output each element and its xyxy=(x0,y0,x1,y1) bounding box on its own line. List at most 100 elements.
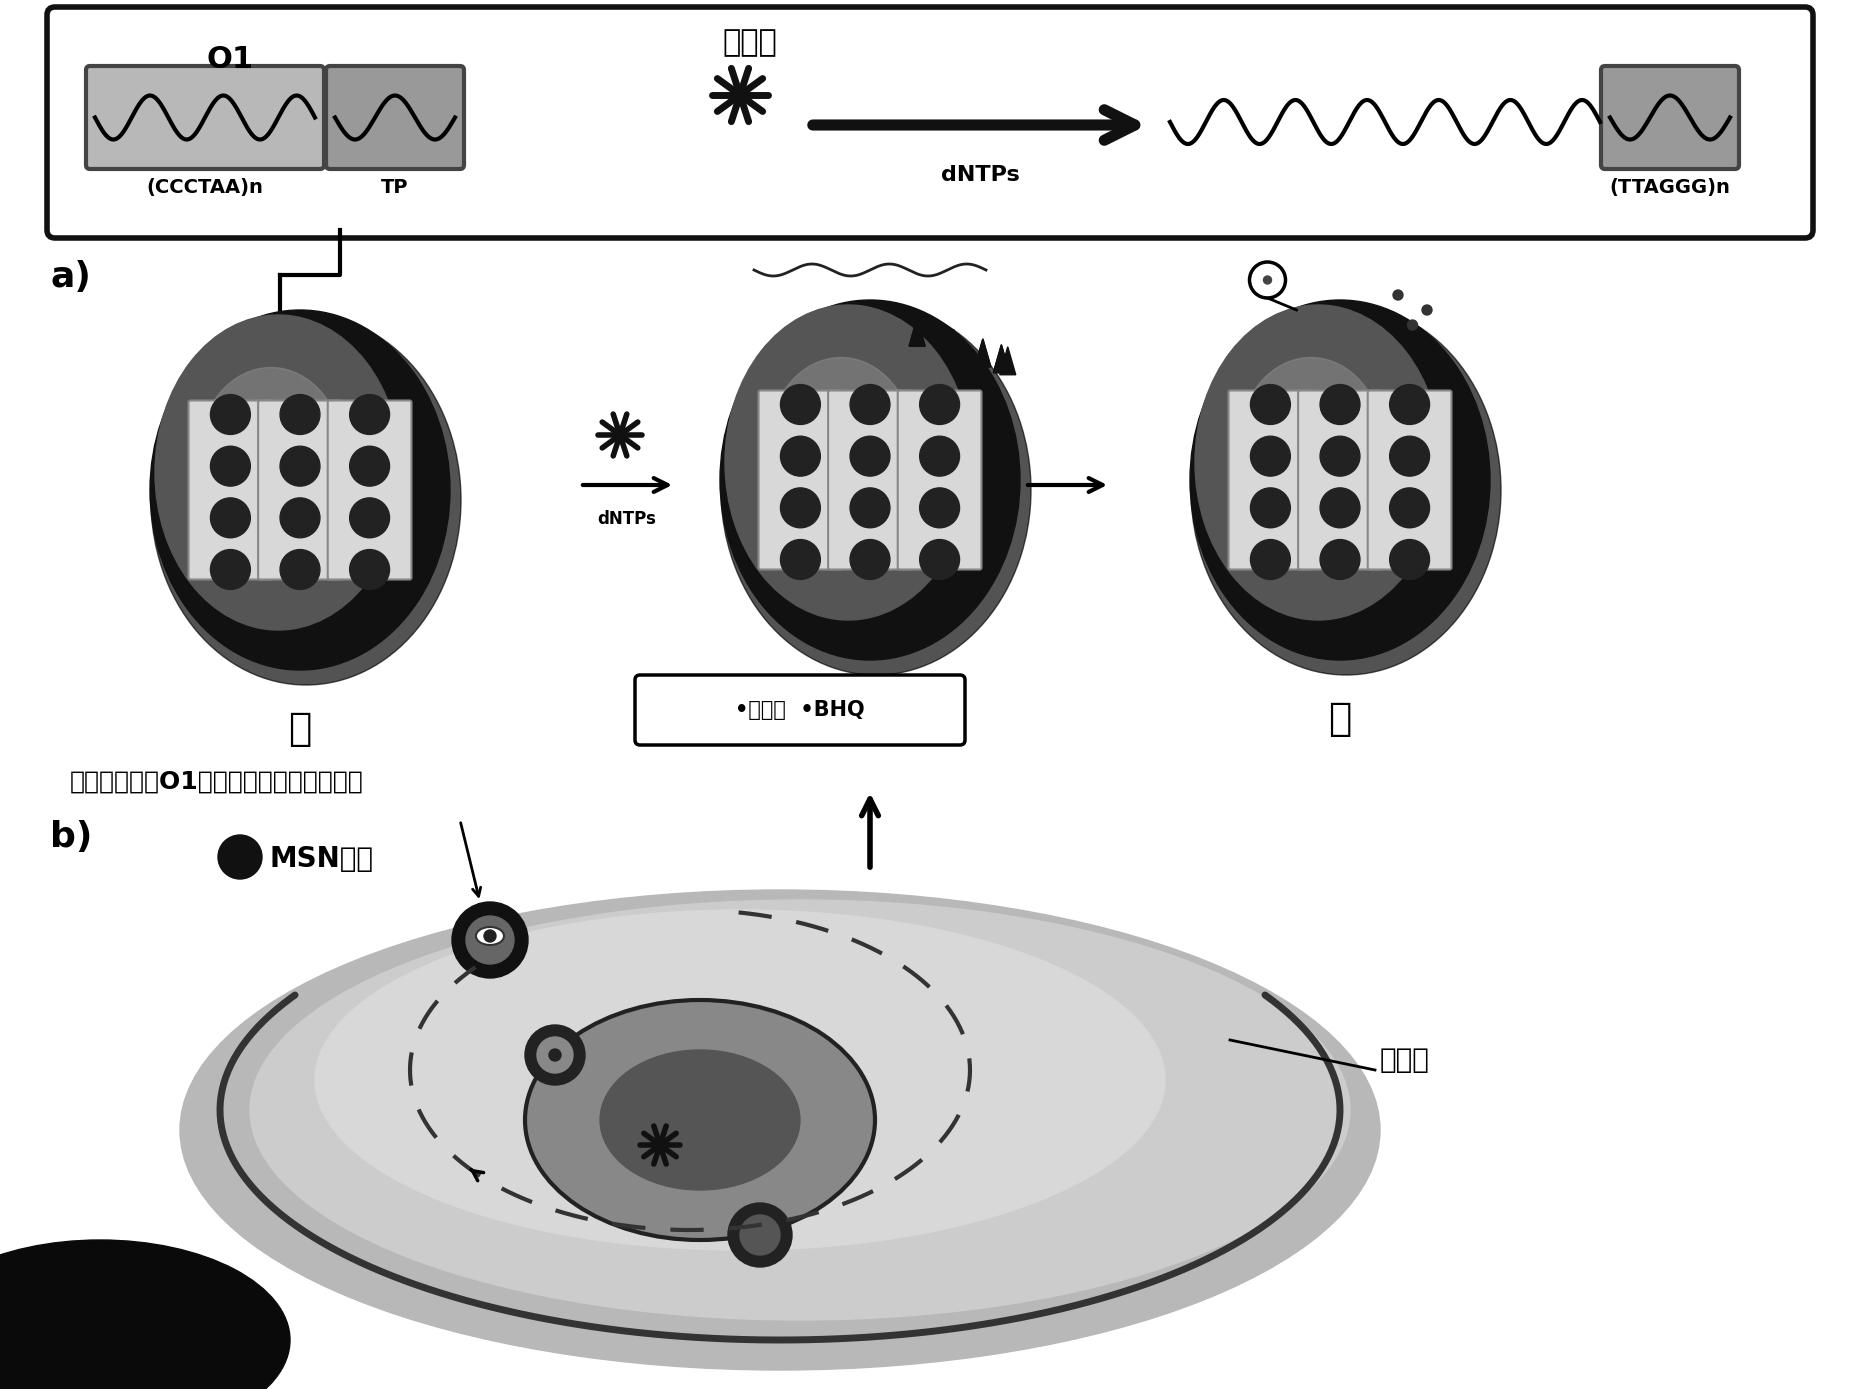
Circle shape xyxy=(780,385,821,425)
Circle shape xyxy=(349,550,390,589)
Circle shape xyxy=(280,550,319,589)
FancyBboxPatch shape xyxy=(188,400,272,579)
Circle shape xyxy=(1394,290,1403,300)
Text: 细胞膜: 细胞膜 xyxy=(1381,1046,1429,1074)
FancyBboxPatch shape xyxy=(829,390,912,569)
Circle shape xyxy=(920,488,959,528)
Text: b): b) xyxy=(50,820,93,854)
Polygon shape xyxy=(974,339,991,367)
Circle shape xyxy=(1250,263,1286,299)
Text: 关: 关 xyxy=(289,710,312,749)
Circle shape xyxy=(780,488,821,528)
Text: dNTPs: dNTPs xyxy=(597,510,657,528)
Circle shape xyxy=(851,436,890,476)
Circle shape xyxy=(211,550,250,589)
Ellipse shape xyxy=(720,306,1032,675)
Circle shape xyxy=(1422,306,1431,315)
Ellipse shape xyxy=(0,1240,289,1389)
Circle shape xyxy=(1390,436,1429,476)
Circle shape xyxy=(920,436,959,476)
Ellipse shape xyxy=(524,1000,875,1240)
FancyBboxPatch shape xyxy=(86,67,325,169)
Polygon shape xyxy=(974,339,991,367)
FancyBboxPatch shape xyxy=(47,7,1814,238)
Polygon shape xyxy=(993,344,1010,372)
Circle shape xyxy=(728,1203,791,1267)
Circle shape xyxy=(211,446,250,486)
FancyBboxPatch shape xyxy=(1601,67,1739,169)
FancyBboxPatch shape xyxy=(1368,390,1452,569)
Text: (CCCTAA)n: (CCCTAA)n xyxy=(147,178,263,197)
Text: MSN探针: MSN探针 xyxy=(271,845,373,874)
Text: dNTPs: dNTPs xyxy=(940,165,1019,185)
Ellipse shape xyxy=(726,306,972,619)
Polygon shape xyxy=(909,318,926,346)
Ellipse shape xyxy=(315,910,1164,1250)
Circle shape xyxy=(1390,385,1429,425)
Text: TP: TP xyxy=(381,178,409,197)
FancyBboxPatch shape xyxy=(258,400,341,579)
Circle shape xyxy=(1250,436,1289,476)
Circle shape xyxy=(851,488,890,528)
Circle shape xyxy=(1319,488,1360,528)
Text: 端粒酶: 端粒酶 xyxy=(722,28,778,57)
Circle shape xyxy=(1319,436,1360,476)
Circle shape xyxy=(466,915,513,964)
Circle shape xyxy=(280,394,319,435)
Circle shape xyxy=(537,1038,573,1072)
Circle shape xyxy=(549,1049,562,1061)
FancyBboxPatch shape xyxy=(898,390,982,569)
Text: 端粒酶介导的O1延长，脱离以及荧光释放: 端粒酶介导的O1延长，脱离以及荧光释放 xyxy=(71,770,364,795)
Circle shape xyxy=(1250,539,1289,579)
Circle shape xyxy=(920,385,959,425)
Circle shape xyxy=(211,394,250,435)
Circle shape xyxy=(851,385,890,425)
FancyBboxPatch shape xyxy=(328,400,412,579)
Circle shape xyxy=(920,539,959,579)
FancyBboxPatch shape xyxy=(327,67,465,169)
Text: (TTAGGG)n: (TTAGGG)n xyxy=(1610,178,1730,197)
FancyArrowPatch shape xyxy=(814,110,1135,140)
FancyBboxPatch shape xyxy=(634,675,965,745)
Circle shape xyxy=(1390,539,1429,579)
Circle shape xyxy=(780,539,821,579)
FancyBboxPatch shape xyxy=(1228,390,1312,569)
Circle shape xyxy=(741,1215,780,1256)
Circle shape xyxy=(1250,488,1289,528)
Circle shape xyxy=(483,931,496,942)
Ellipse shape xyxy=(476,926,504,945)
Circle shape xyxy=(280,497,319,538)
Circle shape xyxy=(211,497,250,538)
Circle shape xyxy=(452,901,528,978)
Ellipse shape xyxy=(1194,306,1442,619)
Circle shape xyxy=(1390,488,1429,528)
Circle shape xyxy=(851,539,890,579)
Ellipse shape xyxy=(1191,306,1500,675)
Circle shape xyxy=(349,497,390,538)
Circle shape xyxy=(349,446,390,486)
Circle shape xyxy=(280,446,319,486)
Ellipse shape xyxy=(179,890,1381,1370)
Ellipse shape xyxy=(1191,300,1489,660)
Text: O1: O1 xyxy=(207,44,254,74)
Polygon shape xyxy=(909,318,926,346)
FancyBboxPatch shape xyxy=(758,390,842,569)
Circle shape xyxy=(1250,385,1289,425)
Ellipse shape xyxy=(155,315,401,631)
Circle shape xyxy=(218,835,261,879)
Text: •荧光素  •BHQ: •荧光素 •BHQ xyxy=(735,700,864,720)
Circle shape xyxy=(524,1025,586,1085)
Ellipse shape xyxy=(250,900,1349,1320)
Text: 开: 开 xyxy=(1329,700,1351,738)
FancyBboxPatch shape xyxy=(1299,390,1383,569)
Ellipse shape xyxy=(151,315,461,685)
Ellipse shape xyxy=(1239,357,1383,532)
Polygon shape xyxy=(993,344,1010,372)
Circle shape xyxy=(1263,276,1271,283)
Polygon shape xyxy=(946,329,961,358)
Ellipse shape xyxy=(720,300,1021,660)
Circle shape xyxy=(1319,539,1360,579)
Circle shape xyxy=(349,394,390,435)
Ellipse shape xyxy=(149,310,450,669)
Ellipse shape xyxy=(198,368,343,543)
